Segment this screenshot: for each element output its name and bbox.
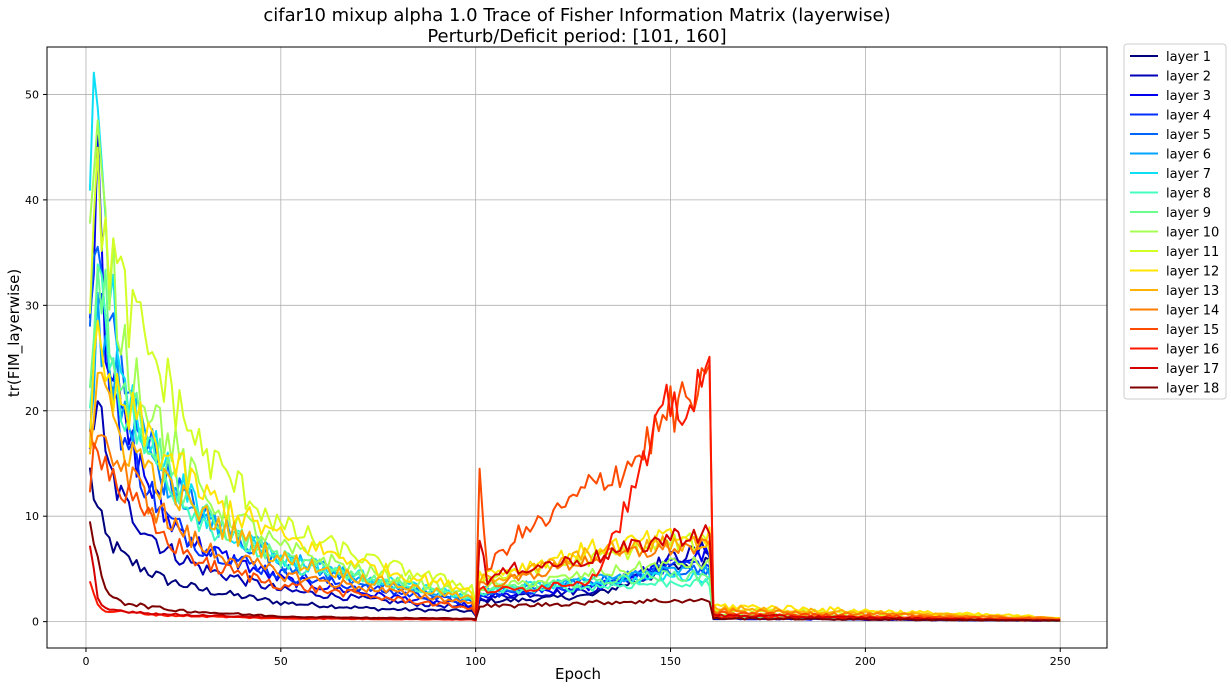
legend-label: layer 6 [1166, 148, 1211, 163]
chart-title: cifar10 mixup alpha 1.0 Trace of Fisher … [263, 5, 890, 26]
y-tick-label: 30 [25, 299, 39, 312]
series-lines [88, 71, 1061, 622]
y-tick-label: 0 [32, 616, 39, 629]
legend-label: layer 9 [1166, 206, 1211, 221]
x-tick-label: 100 [465, 655, 486, 668]
legend-label: layer 1 [1166, 50, 1211, 65]
x-tick-label: 250 [1050, 655, 1071, 668]
legend-label: layer 7 [1166, 167, 1211, 182]
legend-label: layer 5 [1166, 128, 1211, 143]
legend-label: layer 11 [1166, 245, 1219, 260]
y-tick-label: 50 [25, 88, 39, 101]
plot-background [47, 47, 1107, 648]
series-line [88, 319, 1061, 620]
plot-frame [46, 46, 1108, 649]
legend-label: layer 15 [1166, 323, 1219, 338]
x-tick-label: 200 [855, 655, 876, 668]
series-line [88, 429, 1061, 621]
x-tick-label: 50 [274, 655, 288, 668]
legend-label: layer 8 [1166, 187, 1211, 202]
ticks: 0 50 100 150 200 250 0 10 20 30 40 50 [25, 88, 1071, 668]
y-tick-label: 40 [25, 194, 39, 207]
x-tick-label: 150 [660, 655, 681, 668]
chart-subtitle: Perturb/Deficit period: [101, 160] [427, 26, 726, 47]
legend-label: layer 3 [1166, 89, 1211, 104]
series-line [88, 521, 1061, 622]
legend-label: layer 12 [1166, 265, 1219, 280]
legend: layer 1 layer 2 layer 3 layer 4 layer 5 layer… [1123, 43, 1227, 400]
legend-label: layer 13 [1166, 284, 1219, 299]
legend-label: layer 10 [1166, 226, 1219, 241]
legend-label: layer 14 [1166, 304, 1219, 319]
legend-label: layer 17 [1166, 362, 1219, 377]
legend-label: layer 16 [1166, 343, 1219, 358]
x-axis-label: Epoch [555, 665, 601, 683]
x-tick-label: 0 [82, 655, 89, 668]
series-line [88, 363, 1061, 621]
legend-label: layer 18 [1166, 382, 1219, 397]
series-line [88, 524, 1061, 622]
legend-items: layer 1 layer 2 layer 3 layer 4 layer 5 layer… [1130, 50, 1219, 397]
legend-label: layer 2 [1166, 70, 1211, 85]
y-tick-label: 20 [25, 405, 39, 418]
y-tick-label: 10 [25, 510, 39, 523]
y-axis-label: tr(FIM_layerwise) [5, 269, 24, 397]
plot-area: 0 50 100 150 200 250 0 10 20 30 40 50 [25, 46, 1108, 668]
legend-label: layer 4 [1166, 109, 1211, 124]
